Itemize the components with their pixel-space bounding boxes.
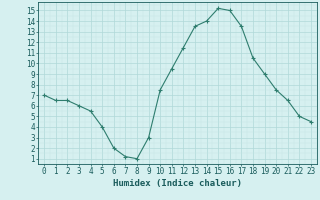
X-axis label: Humidex (Indice chaleur): Humidex (Indice chaleur) [113, 179, 242, 188]
